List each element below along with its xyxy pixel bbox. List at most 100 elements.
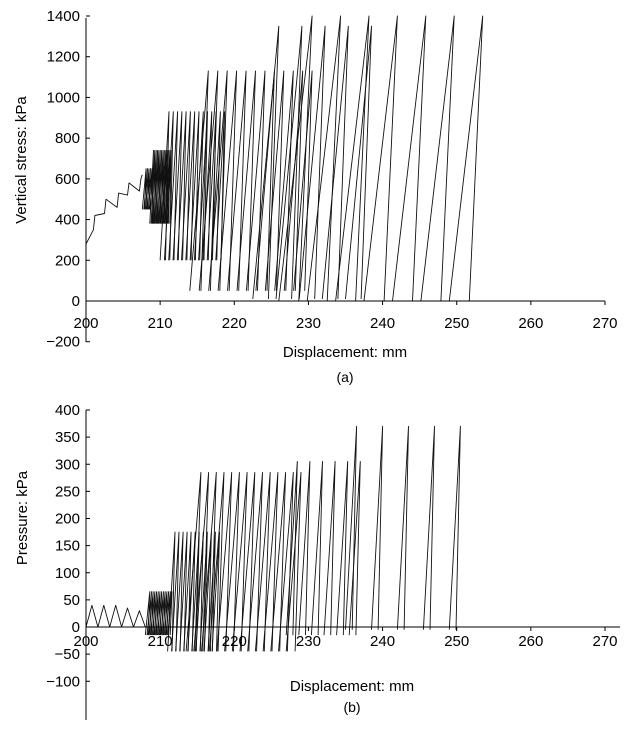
x-tick-label: 260	[518, 633, 543, 650]
load-cycle-line	[254, 471, 271, 652]
x-tick-label: 270	[592, 633, 617, 650]
load-cycle-line	[283, 70, 304, 291]
load-cycle-line	[336, 461, 349, 636]
load-cycle-line	[285, 471, 302, 652]
load-cycle-line	[345, 25, 372, 300]
load-cycle-line	[285, 461, 298, 636]
load-cycle-line	[321, 25, 349, 300]
y-tick-label: 400	[55, 212, 80, 229]
load-cycle-line	[176, 111, 187, 261]
load-cycle-line	[448, 425, 461, 630]
y-tick-label: 200	[55, 511, 80, 528]
load-cycle-line	[298, 461, 311, 636]
load-cycle-line	[217, 70, 238, 291]
y-tick-label: 1000	[47, 89, 80, 106]
y-tick-label: 350	[55, 429, 80, 446]
y-ticks-a: −200 0 200 400 600 800 1000 1200 1400	[46, 8, 90, 351]
load-cycle-line	[270, 471, 287, 652]
x-tick-label: 240	[370, 633, 395, 650]
load-cycle-line	[185, 471, 202, 652]
panel-label-b: (b)	[343, 699, 360, 715]
x-tick-label: 240	[370, 315, 395, 332]
y-tick-label: 0	[72, 619, 80, 636]
load-cycle-line	[201, 471, 217, 652]
load-cycle-line	[227, 70, 247, 291]
load-cycle-line	[448, 15, 484, 302]
load-cycle-line	[193, 111, 204, 261]
load-cycle-line	[323, 461, 336, 636]
load-cycle-line	[422, 425, 435, 630]
y-tick-label: −100	[46, 673, 80, 690]
load-cycle-line	[163, 111, 174, 261]
load-cycle-line	[252, 25, 280, 300]
load-cycle-line	[171, 531, 180, 652]
load-cycle-line	[216, 471, 233, 652]
initial-loading-curve	[85, 604, 146, 628]
y-tick-label: 1200	[47, 49, 80, 66]
x-tick-label: 200	[73, 315, 98, 332]
x-tick-label: 260	[518, 315, 543, 332]
load-cycle-line	[224, 471, 240, 652]
x-tick-label: 220	[222, 315, 247, 332]
load-cycle-line	[371, 425, 384, 630]
load-cycle-line	[175, 531, 184, 652]
y-tick-label: −50	[55, 646, 80, 663]
x-tick-label: 230	[296, 315, 321, 332]
x-tick-label: 270	[592, 315, 617, 332]
load-cycle-line	[345, 425, 358, 630]
y-tick-label: 150	[55, 538, 80, 555]
curves-a	[85, 15, 484, 302]
y-tick-label: 0	[72, 293, 80, 310]
y-tick-label: 100	[55, 565, 80, 582]
load-cycle-line	[231, 471, 248, 652]
load-cycle-line	[185, 111, 196, 261]
load-cycle-line	[310, 461, 323, 636]
y-tick-label: 400	[55, 402, 80, 419]
load-cycle-line	[239, 471, 256, 652]
load-cycle-line	[189, 70, 209, 291]
load-cycle-line	[208, 70, 228, 291]
x-tick-label: 250	[444, 315, 469, 332]
x-axis-label-a: Displacement: mm	[283, 344, 407, 361]
load-cycle-line	[278, 15, 313, 302]
load-cycle-line	[167, 531, 176, 652]
load-cycle-line	[193, 471, 210, 652]
load-cycle-line	[348, 461, 361, 636]
load-cycle-line	[247, 471, 263, 652]
panel-label-a: (a)	[336, 369, 353, 385]
load-cycle-line	[172, 111, 183, 261]
load-cycle-line	[199, 531, 208, 652]
load-cycle-line	[236, 70, 256, 291]
load-cycle-line	[181, 111, 191, 261]
load-cycle-line	[207, 531, 216, 652]
y-tick-label: 300	[55, 456, 80, 473]
y-tick-label: 600	[55, 171, 80, 188]
y-tick-label: 250	[55, 483, 80, 500]
x-tick-label: 200	[73, 633, 98, 650]
load-cycle-line	[208, 471, 225, 652]
x-tick-label: 230	[296, 633, 321, 650]
load-cycle-line	[179, 531, 188, 652]
y-tick-label: 50	[63, 592, 80, 609]
load-cycle-line	[159, 111, 170, 261]
x-ticks-a: 200 210 220 230 240 250 260 270	[73, 301, 618, 332]
load-cycle-line	[187, 531, 196, 652]
x-tick-label: 220	[222, 633, 247, 650]
chart-panel-b: −100 −50 0 50 100 150 200 250 300 350 400 200 210 22…	[14, 402, 620, 720]
initial-loading-curve	[85, 174, 143, 245]
x-tick-label: 210	[148, 633, 173, 650]
y-ticks-b: −100 −50 0 50 100 150 200 250 300 350 400	[46, 402, 90, 690]
x-tick-label: 210	[148, 315, 173, 332]
x-tick-label: 250	[444, 633, 469, 650]
load-cycle-line	[420, 15, 455, 302]
y-axis-label-b: Pressure: kPa	[14, 470, 31, 565]
load-cycle-line	[262, 471, 279, 652]
y-tick-label: 1400	[47, 8, 80, 25]
load-cycle-line	[245, 70, 266, 291]
x-axis-label-b: Displacement: mm	[290, 678, 414, 695]
y-tick-label: 200	[55, 252, 80, 269]
load-cycle-line	[275, 25, 303, 300]
load-cycle-line	[335, 15, 370, 302]
